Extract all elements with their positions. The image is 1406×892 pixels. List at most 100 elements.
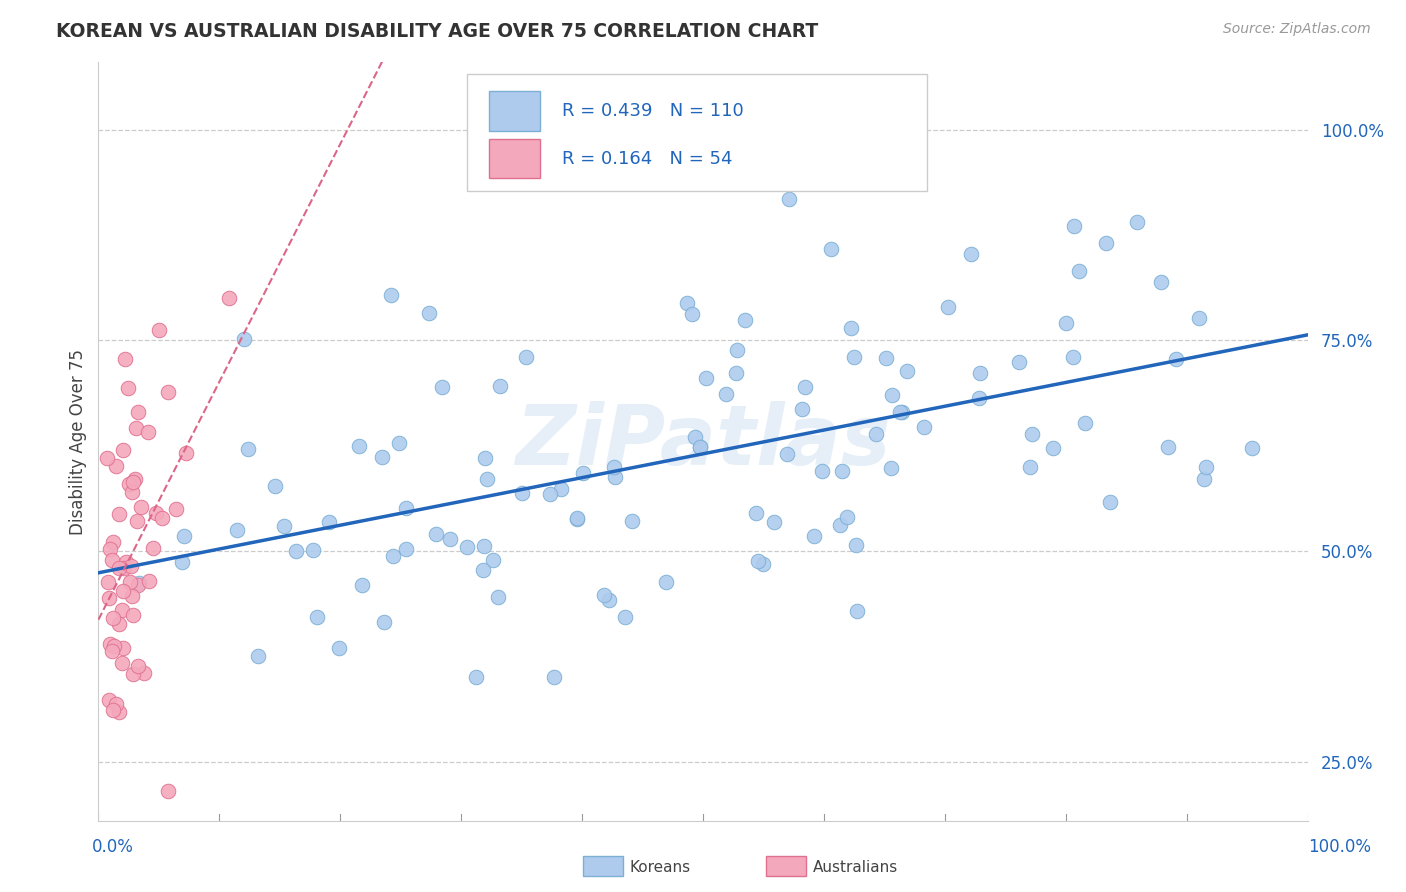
Point <box>1062 350 1084 364</box>
Point <box>104 458 127 473</box>
Point <box>778 192 800 206</box>
Point <box>1240 441 1263 455</box>
Point <box>613 610 636 624</box>
Text: 100.0%: 100.0% <box>1308 838 1371 855</box>
Point <box>264 479 287 493</box>
Point <box>395 541 418 556</box>
Point <box>793 380 815 394</box>
Point <box>842 350 865 364</box>
Point <box>1194 472 1216 486</box>
Point <box>1063 219 1085 234</box>
Point <box>714 387 737 401</box>
Text: Koreans: Koreans <box>630 860 690 874</box>
Point <box>489 378 512 392</box>
Point <box>145 506 167 520</box>
Text: R = 0.164   N = 54: R = 0.164 N = 54 <box>561 150 733 168</box>
Point <box>142 541 165 555</box>
Point <box>456 540 478 554</box>
Y-axis label: Disability Age Over 75: Disability Age Over 75 <box>69 349 87 534</box>
Point <box>112 561 135 575</box>
Point <box>685 430 707 444</box>
Point <box>108 617 131 632</box>
Point <box>1195 459 1218 474</box>
Point <box>380 288 402 302</box>
Point <box>465 670 488 684</box>
Point <box>122 666 145 681</box>
Point <box>111 443 134 458</box>
Point <box>117 381 139 395</box>
Point <box>967 392 990 406</box>
Point <box>1166 351 1188 366</box>
Point <box>1126 215 1149 229</box>
Point <box>1074 416 1097 430</box>
Point <box>762 516 785 530</box>
Text: 0.0%: 0.0% <box>91 838 134 855</box>
Point <box>136 425 159 439</box>
Point <box>811 464 834 478</box>
Point <box>132 666 155 681</box>
Point <box>474 539 496 553</box>
Point <box>115 556 138 570</box>
Point <box>328 640 350 655</box>
Text: R = 0.439   N = 110: R = 0.439 N = 110 <box>561 102 744 120</box>
Point <box>592 588 614 602</box>
Point <box>538 487 561 501</box>
Point <box>129 500 152 515</box>
Point <box>565 512 588 526</box>
Bar <box>489 91 540 130</box>
Point <box>112 584 135 599</box>
Point <box>98 692 121 706</box>
FancyBboxPatch shape <box>467 74 927 191</box>
Point <box>1095 236 1118 251</box>
Point <box>875 351 897 366</box>
Point <box>96 451 118 466</box>
Point <box>122 607 145 622</box>
Point <box>803 529 825 543</box>
Point <box>395 500 418 515</box>
Point <box>226 523 249 537</box>
Point <box>775 447 797 461</box>
Point <box>689 440 711 454</box>
Point <box>510 486 533 500</box>
Point <box>100 541 122 556</box>
Point <box>425 527 447 541</box>
Point <box>120 559 142 574</box>
Point <box>108 705 131 719</box>
Point <box>127 658 149 673</box>
Point <box>111 657 134 671</box>
Point <box>439 532 461 546</box>
Point <box>830 517 852 532</box>
Point <box>121 589 143 603</box>
Point <box>349 439 371 453</box>
Point <box>1188 310 1211 325</box>
Point <box>724 366 747 380</box>
Point <box>543 670 565 684</box>
Point <box>603 470 626 484</box>
Point <box>371 450 394 464</box>
Point <box>101 553 124 567</box>
Point <box>101 611 124 625</box>
Point <box>101 703 124 717</box>
Point <box>896 364 918 378</box>
Point <box>127 578 149 592</box>
Point <box>695 370 717 384</box>
Point <box>472 563 495 577</box>
Point <box>114 351 136 366</box>
Point <box>845 538 868 552</box>
Point <box>125 514 148 528</box>
Point <box>1149 275 1171 289</box>
Point <box>889 405 911 419</box>
Point <box>103 534 125 549</box>
Point <box>1007 355 1029 369</box>
Point <box>681 307 703 321</box>
Point <box>138 574 160 589</box>
Point <box>238 442 260 457</box>
Point <box>157 784 180 798</box>
Point <box>550 482 572 496</box>
Point <box>150 510 173 524</box>
Point <box>936 301 959 315</box>
Point <box>350 578 373 592</box>
Point <box>127 405 149 419</box>
Point <box>567 511 589 525</box>
Text: Australians: Australians <box>813 860 898 874</box>
